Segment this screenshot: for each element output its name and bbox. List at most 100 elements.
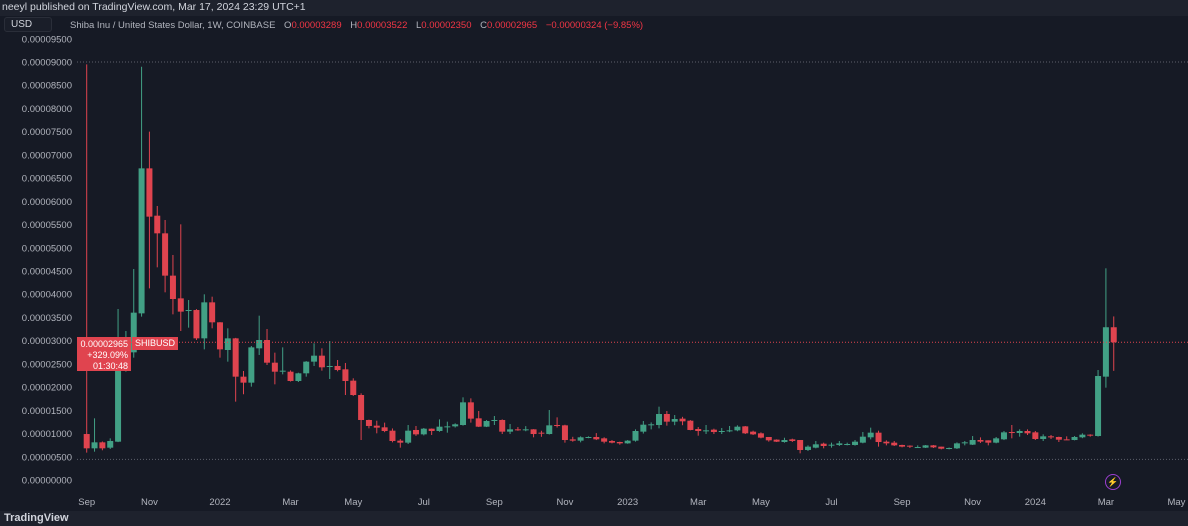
candle-down [906, 445, 913, 447]
candle-up [648, 424, 655, 426]
candle-up [491, 419, 498, 421]
candle-down [985, 440, 992, 443]
candle-down [765, 436, 772, 441]
y-tick-label: 0.00007500 [22, 127, 72, 138]
candle-down [334, 365, 341, 371]
lightning-icon[interactable]: ⚡ [1105, 474, 1121, 490]
candle-up [844, 444, 851, 446]
candle-up [311, 355, 318, 362]
footer-bar: TradingView [0, 511, 1188, 526]
low-label: L [416, 20, 422, 31]
x-tick-label: May [344, 497, 362, 508]
y-tick-label: 0.00004000 [22, 290, 72, 301]
high-value: 0.00003522 [357, 20, 408, 31]
candle-up [546, 425, 553, 435]
candle-down [162, 233, 169, 276]
candle-down [608, 440, 615, 443]
candle-up [859, 436, 866, 443]
candle-down [209, 302, 216, 323]
candle-up [507, 429, 514, 432]
candle-down [750, 431, 757, 435]
change-value: −0.00000324 (−9.85%) [545, 20, 644, 31]
candle-up [420, 428, 427, 435]
candle-up [452, 424, 459, 427]
candle-down [264, 340, 271, 363]
candle-up [1040, 436, 1047, 439]
y-tick-label: 0.00001000 [22, 429, 72, 440]
publish-info-bar: neeyl published on TradingView.com, Mar … [0, 0, 1188, 16]
y-tick-label: 0.00002000 [22, 383, 72, 394]
high-label: H [350, 20, 358, 31]
candle-down [710, 429, 717, 433]
candle-down [1087, 434, 1094, 436]
candle-down [193, 310, 200, 339]
y-tick-label: 0.00000000 [22, 476, 72, 487]
candle-down [1055, 436, 1062, 440]
candle-up [734, 426, 741, 431]
y-tick-label: 0.00002500 [22, 359, 72, 370]
y-tick-label: 0.00003500 [22, 313, 72, 324]
change-percent: +329.09% [87, 350, 128, 360]
currency-button[interactable]: USD [4, 17, 52, 32]
candle-down [514, 429, 521, 431]
y-tick-label: 0.00000500 [22, 452, 72, 463]
candle-down [389, 430, 396, 441]
candle-down [350, 380, 357, 396]
candle-up [577, 437, 584, 441]
x-tick-label: 2022 [209, 497, 230, 508]
candle-down [365, 419, 372, 426]
symbol-legend: Shiba Inu / United States Dollar, 1W, CO… [70, 20, 643, 31]
candle-up [726, 430, 733, 432]
candle-down [467, 402, 474, 419]
x-tick-label: Mar [1098, 497, 1114, 508]
candle-up [640, 424, 647, 432]
candle-down [240, 376, 247, 383]
candle-up [585, 436, 592, 438]
candle-down [358, 395, 365, 420]
candle-down [499, 419, 506, 432]
candle-up [138, 168, 145, 314]
candle-up [436, 426, 443, 432]
candle-down [883, 441, 890, 444]
y-tick-label: 0.00008000 [22, 104, 72, 115]
candle-down [663, 414, 670, 422]
candle-up [993, 438, 1000, 443]
candle-down [757, 433, 764, 438]
candle-up [303, 361, 310, 374]
candle-up [224, 338, 231, 351]
candle-up [1095, 376, 1102, 437]
candle-up [405, 430, 412, 443]
symbol-title: Shiba Inu / United States Dollar, 1W, CO… [70, 20, 276, 31]
candle-down [554, 425, 561, 427]
candle-down [773, 439, 780, 442]
candle-up [248, 347, 255, 383]
x-tick-label: 2023 [617, 497, 638, 508]
bar-countdown: 01:30:48 [92, 361, 128, 371]
candle-up [969, 440, 976, 445]
candle-down [742, 426, 749, 434]
publish-info: neeyl published on TradingView.com, Mar … [2, 1, 306, 13]
candle-up [836, 443, 843, 445]
x-tick-label: Mar [282, 497, 298, 508]
candle-down [561, 425, 568, 441]
tradingview-logo[interactable]: TradingView [4, 512, 69, 524]
candle-down [789, 439, 796, 441]
y-tick-label: 0.00006500 [22, 174, 72, 185]
candle-down [475, 418, 482, 427]
x-tick-label: Nov [141, 497, 158, 508]
candle-down [381, 427, 388, 432]
candle-down [99, 442, 106, 449]
candle-down [318, 355, 325, 368]
candle-up [852, 441, 859, 445]
y-tick-label: 0.00009500 [22, 34, 72, 45]
candle-down [679, 418, 686, 422]
candle-up [1102, 327, 1109, 377]
candle-down [177, 298, 184, 312]
candle-up [1071, 436, 1078, 441]
close-value: 0.00002965 [487, 20, 538, 31]
candle-down [930, 445, 937, 448]
candle-up [185, 310, 192, 312]
candle-up [483, 421, 490, 427]
x-tick-label: Nov [556, 497, 573, 508]
